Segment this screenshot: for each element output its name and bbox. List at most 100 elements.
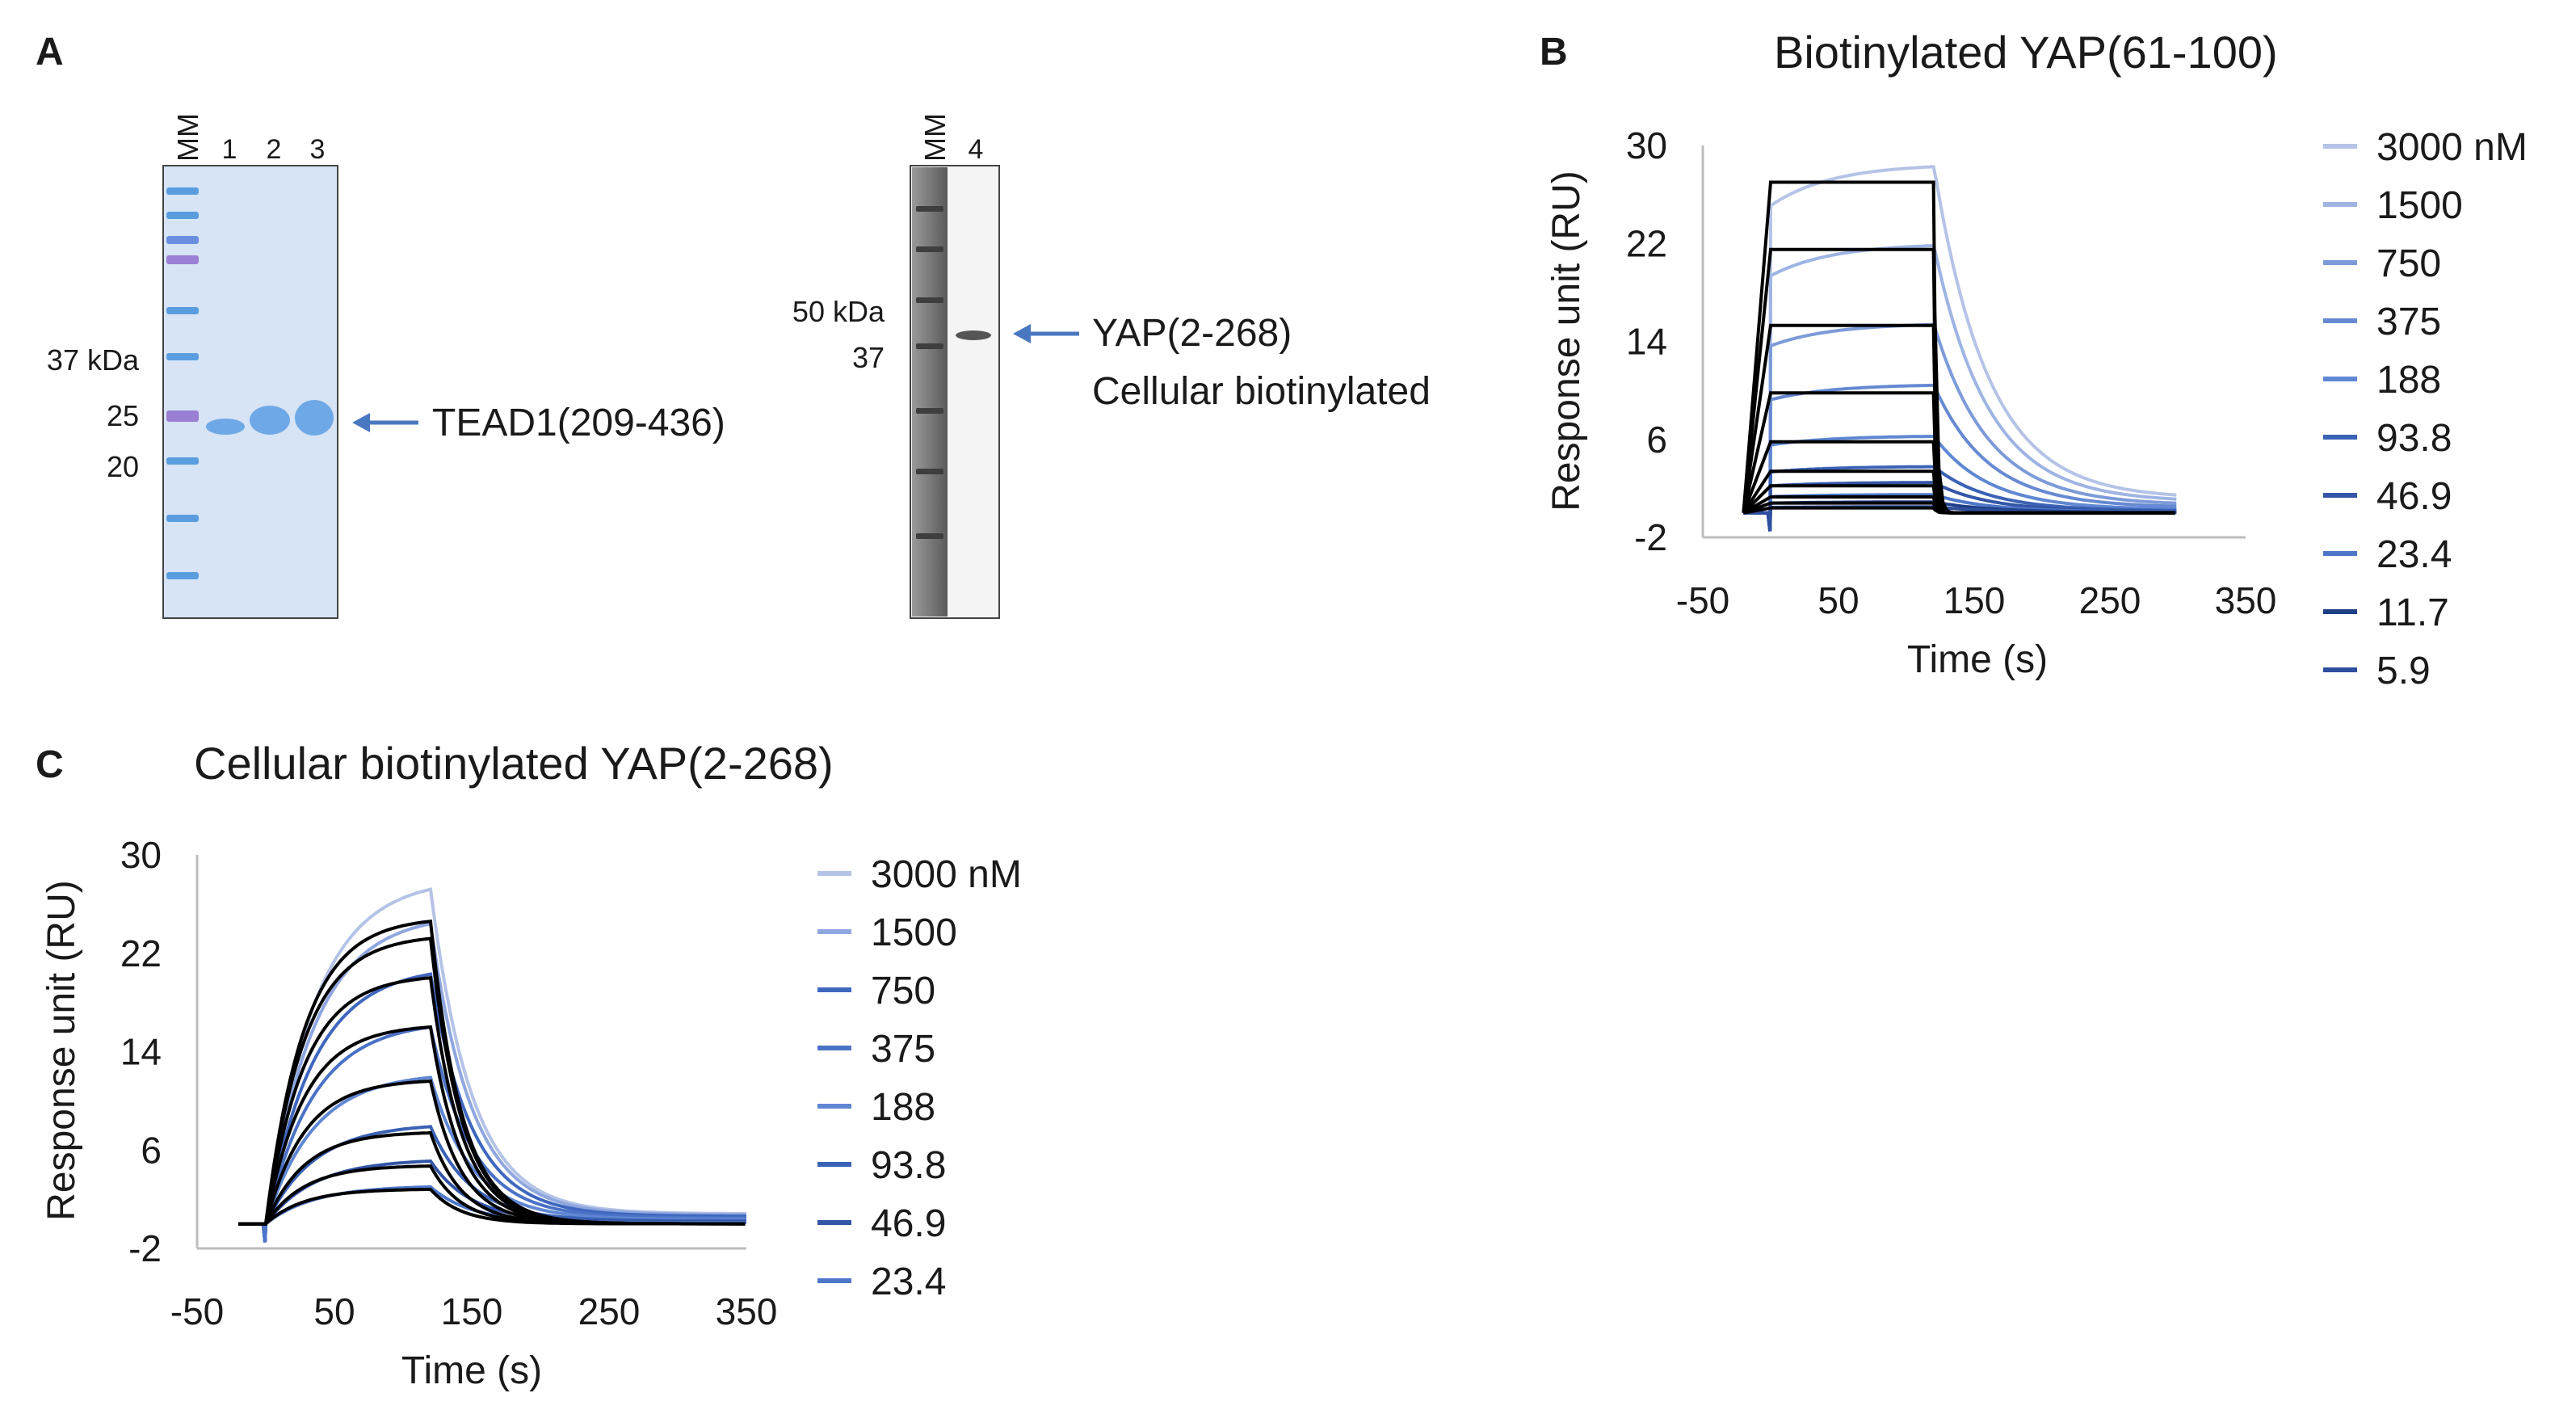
ladder-band xyxy=(916,246,943,252)
chart-b-legend: 3000 nM 1500 750 375 188 93.8 46.9 23.4 11.7 5.9 xyxy=(2323,126,2528,692)
panel-c-letter: C xyxy=(36,743,64,786)
y-tick-label: 14 xyxy=(120,1031,162,1073)
y-tick-label: -2 xyxy=(128,1227,162,1269)
y-tick-label: 6 xyxy=(1646,419,1667,461)
legend-label: 46.9 xyxy=(2376,475,2452,518)
y-tick-label: 30 xyxy=(120,834,162,876)
chart-c-legend: 3000 nM 1500 750 375 188 93.8 46.9 23.4 xyxy=(817,853,1022,1303)
chart-b-title: Biotinylated YAP(61-100) xyxy=(1774,27,2278,78)
chart-c-title: Cellular biotinylated YAP(2-268) xyxy=(194,738,834,789)
y-tick-label: -2 xyxy=(1634,516,1667,558)
gel-1-background xyxy=(162,165,338,619)
gel-1-mm-label: MM xyxy=(171,113,204,162)
ladder-band xyxy=(166,236,199,244)
ladder-band xyxy=(166,255,199,264)
gel-2-mw-marker: 37 xyxy=(852,341,885,374)
gel-2-band-lane-4 xyxy=(956,330,991,340)
legend-label: 23.4 xyxy=(2376,533,2452,576)
series-line xyxy=(1743,435,2177,532)
ladder-band xyxy=(916,343,943,349)
x-tick-label: -50 xyxy=(1676,579,1729,621)
x-tick-label: 50 xyxy=(313,1290,355,1332)
y-tick-label: 22 xyxy=(120,932,162,974)
gel-1-mw-marker: 25 xyxy=(107,399,139,432)
gel-1-lane-label: 1 xyxy=(222,134,237,165)
gel-2: MM 4 50 kDa 37 YAP(2-268) Cellular bioti… xyxy=(792,113,1431,619)
gel-1-band-lane-2 xyxy=(250,406,290,435)
fit-line xyxy=(238,919,746,1226)
ladder-band xyxy=(166,307,199,314)
x-tick-label: 150 xyxy=(441,1290,503,1332)
gel-2-lane-label: 4 xyxy=(969,134,984,165)
series-line xyxy=(1743,165,2177,532)
legend-label: 1500 xyxy=(2376,184,2463,227)
chart-c-ylabel: Response unit (RU) xyxy=(40,880,83,1221)
legend-label: 3000 nM xyxy=(2376,126,2528,169)
gel-1: MM 1 2 3 37 kDa 25 20 TEAD1(209-436) xyxy=(47,113,725,619)
ladder-band xyxy=(166,212,199,219)
x-tick-label: 150 xyxy=(1944,579,2006,621)
legend-label: 11.7 xyxy=(2376,591,2449,634)
panel-a: A MM 1 2 3 37 kDa 2 xyxy=(36,31,1431,619)
gel-2-band-label-line-2: Cellular biotinylated xyxy=(1092,370,1431,413)
legend-label: 750 xyxy=(871,970,935,1012)
x-tick-label: -50 xyxy=(170,1290,224,1332)
legend-label: 1500 xyxy=(871,911,957,954)
chart-c: C Cellular biotinylated YAP(2-268) -2 6 14… xyxy=(36,738,1022,1392)
series-line xyxy=(1743,243,2177,532)
legend-label: 188 xyxy=(871,1086,935,1129)
x-tick-label: 350 xyxy=(2215,579,2277,621)
x-tick-label: 250 xyxy=(578,1290,641,1332)
y-tick-label: 30 xyxy=(1626,124,1667,166)
legend-label: 23.4 xyxy=(871,1261,946,1303)
y-tick-label: 14 xyxy=(1626,321,1667,363)
gel-1-ladder xyxy=(166,187,199,579)
ladder-band xyxy=(166,353,199,360)
chart-b: B Biotinylated YAP(61-100) -2 6 14 22 30 -50… xyxy=(1540,27,2528,692)
chart-b-ylabel: Response unit (RU) xyxy=(1545,170,1588,511)
fit-line xyxy=(238,1079,746,1226)
chart-b-xlabel: Time (s) xyxy=(1907,638,2048,681)
series-line xyxy=(238,972,747,1243)
chart-b-x-ticks: -50 50 150 250 350 xyxy=(1676,579,2277,621)
gel-2-band-label-line-1: YAP(2-268) xyxy=(1092,312,1292,355)
chart-c-y-ticks: -2 6 14 22 30 xyxy=(120,834,162,1269)
ladder-band xyxy=(916,469,943,474)
legend-label: 93.8 xyxy=(2376,417,2452,460)
legend-label: 188 xyxy=(2376,359,2441,402)
x-tick-label: 50 xyxy=(1817,579,1859,621)
y-tick-label: 6 xyxy=(141,1129,162,1171)
ladder-band xyxy=(916,297,943,303)
arrow-head-icon xyxy=(352,413,370,432)
chart-c-xlabel: Time (s) xyxy=(401,1349,542,1392)
gel-2-mw-marker: 50 kDa xyxy=(792,295,885,328)
ladder-band xyxy=(916,206,943,212)
ladder-band xyxy=(166,515,199,522)
panel-a-letter: A xyxy=(36,31,64,74)
ladder-band xyxy=(166,457,199,465)
gel-2-ladder-lane xyxy=(912,167,948,617)
chart-b-y-ticks: -2 6 14 22 30 xyxy=(1626,124,1667,558)
ladder-band xyxy=(166,410,199,422)
legend-label: 750 xyxy=(2376,242,2441,285)
gel-2-ladder xyxy=(916,206,943,539)
gel-1-band-lane-3 xyxy=(295,400,334,436)
fit-line xyxy=(1743,506,2175,515)
legend-label: 46.9 xyxy=(871,1202,946,1245)
gel-1-mw-marker: 37 kDa xyxy=(47,343,140,377)
series-line xyxy=(238,921,747,1243)
gel-1-band-label: TEAD1(209-436) xyxy=(432,402,725,444)
chart-b-series xyxy=(1742,165,2177,532)
gel-1-lane-label: 3 xyxy=(310,134,326,165)
ladder-band xyxy=(916,408,943,414)
fit-line xyxy=(238,1188,746,1226)
ladder-band xyxy=(166,572,199,579)
legend-label: 93.8 xyxy=(871,1144,946,1187)
x-tick-label: 350 xyxy=(716,1290,778,1332)
ladder-band xyxy=(166,187,199,195)
chart-c-x-ticks: -50 50 150 250 350 xyxy=(170,1290,778,1332)
legend-label: 3000 nM xyxy=(871,853,1022,896)
gel-2-mm-label: MM xyxy=(918,113,952,162)
y-tick-label: 22 xyxy=(1626,222,1667,264)
